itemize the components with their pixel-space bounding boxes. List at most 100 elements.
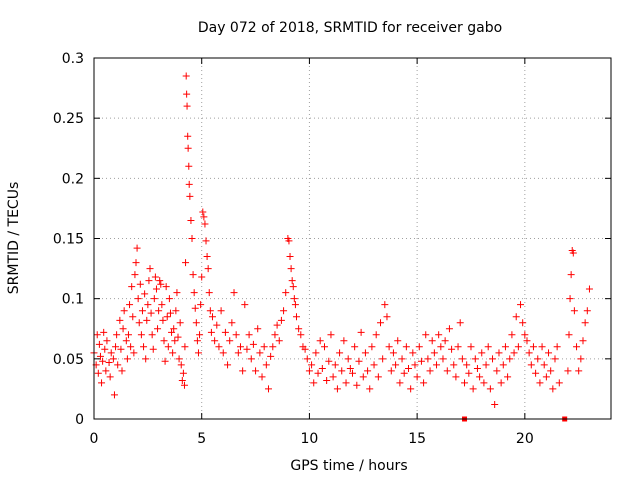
data-point — [206, 307, 214, 315]
data-point — [203, 253, 211, 261]
data-point — [553, 343, 561, 351]
data-point — [338, 367, 346, 375]
data-point — [428, 337, 436, 345]
data-point — [463, 361, 471, 369]
data-point — [489, 355, 497, 363]
data-point — [147, 309, 155, 317]
data-point — [506, 355, 514, 363]
data-point — [482, 361, 490, 369]
data-point — [439, 355, 447, 363]
data-point — [269, 343, 277, 351]
data-point — [377, 319, 385, 327]
data-point — [297, 331, 305, 339]
x-axis-label: GPS time / hours — [290, 458, 407, 474]
y-tick-label: 0 — [75, 412, 84, 428]
data-point — [381, 301, 389, 309]
data-point — [316, 337, 324, 345]
data-point — [157, 280, 165, 288]
data-point — [182, 72, 190, 80]
data-point — [484, 343, 492, 351]
data-point — [357, 328, 365, 336]
data-point — [359, 373, 367, 381]
data-point — [191, 304, 199, 312]
data-point — [163, 313, 171, 321]
x-tick-label: 15 — [408, 431, 426, 447]
data-point — [312, 349, 320, 357]
data-point — [581, 319, 589, 327]
data-point — [194, 349, 202, 357]
data-point — [430, 349, 438, 357]
data-point — [495, 349, 503, 357]
data-point — [445, 325, 453, 333]
data-point — [374, 373, 382, 381]
data-point — [318, 364, 326, 372]
data-point — [273, 321, 281, 329]
data-point — [353, 381, 361, 389]
axis-ticks: 0 0.05 0.1 0.15 0.2 0.25 0.3 0 5 10 15 20 — [53, 51, 611, 447]
data-point — [207, 328, 215, 336]
data-point — [128, 283, 136, 291]
data-point — [565, 331, 573, 339]
data-point — [540, 361, 548, 369]
data-point — [545, 349, 553, 357]
y-tick-label: 0.15 — [53, 232, 84, 248]
data-point — [314, 369, 322, 377]
x-tick-label: 5 — [197, 431, 206, 447]
data-point — [171, 337, 179, 345]
data-point — [308, 361, 316, 369]
data-point — [400, 369, 408, 377]
data-point — [493, 367, 501, 375]
data-point — [290, 295, 298, 303]
data-point — [536, 379, 544, 387]
data-point — [107, 349, 115, 357]
data-point — [529, 343, 537, 351]
data-point — [275, 337, 283, 345]
data-point — [585, 285, 593, 293]
data-point — [441, 337, 449, 345]
data-point — [144, 301, 152, 309]
data-point — [305, 367, 313, 375]
data-point — [364, 367, 372, 375]
data-point — [204, 265, 212, 273]
data-point — [129, 313, 137, 321]
data-point — [329, 373, 337, 381]
data-point — [422, 331, 430, 339]
data-point — [245, 331, 253, 339]
data-point — [175, 355, 183, 363]
data-point — [101, 345, 109, 353]
data-point — [437, 343, 445, 351]
data-point — [100, 328, 108, 336]
data-point — [130, 349, 138, 357]
data-point — [271, 331, 279, 339]
data-point — [254, 325, 262, 333]
data-point — [424, 355, 432, 363]
data-point — [417, 357, 425, 365]
data-point — [456, 319, 464, 327]
data-point — [183, 102, 191, 110]
data-point — [243, 345, 251, 353]
data-point — [141, 290, 149, 298]
data-point — [117, 345, 125, 353]
data-point — [454, 343, 462, 351]
data-point — [124, 331, 132, 339]
data-point — [301, 345, 309, 353]
data-point — [510, 349, 518, 357]
data-point — [202, 237, 210, 245]
data-point — [113, 331, 121, 339]
data-point — [288, 277, 296, 285]
data-point — [486, 385, 494, 393]
data-point — [197, 301, 205, 309]
data-point — [164, 343, 172, 351]
data-point — [138, 307, 146, 315]
data-point — [118, 367, 126, 375]
data-point — [499, 361, 507, 369]
data-point — [282, 289, 290, 297]
data-point — [346, 364, 354, 372]
data-point — [247, 355, 255, 363]
data-point — [420, 379, 428, 387]
plot-frame — [93, 57, 612, 420]
y-tick-label: 0.2 — [62, 171, 84, 187]
data-point — [155, 307, 163, 315]
data-point — [156, 277, 164, 285]
data-point — [228, 319, 236, 327]
